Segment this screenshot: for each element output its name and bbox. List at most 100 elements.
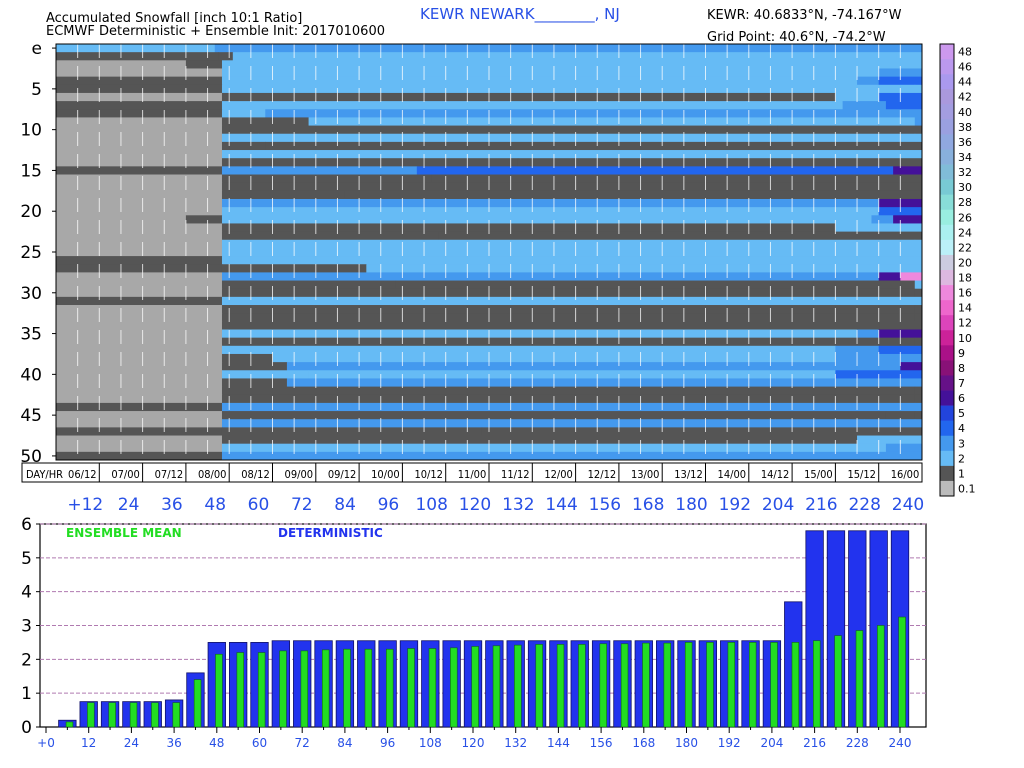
station-coordinates: KEWR: 40.6833°N, -74.167°W [707, 8, 902, 23]
heatmap-cell [813, 223, 836, 233]
heatmap-cell [835, 182, 894, 192]
heatmap-x-day-label: 07/12 [155, 468, 184, 481]
ensemble-mean-bar [535, 644, 543, 728]
heatmap-cell [56, 264, 223, 273]
legend-level-label: 26 [958, 211, 972, 224]
ensemble-mean-bar [770, 642, 778, 728]
legend-swatch [940, 209, 954, 226]
heatmap-cell [56, 92, 223, 102]
heatmap-cell [221, 288, 815, 298]
legend-swatch [940, 179, 954, 195]
ensemble-mean-bar [193, 679, 202, 728]
heatmap-cell [221, 141, 266, 151]
heatmap-y-label: 25 [20, 243, 42, 263]
heatmap-cell [893, 174, 923, 184]
heatmap-cell [221, 370, 309, 379]
heatmap-y-label: 20 [20, 202, 42, 222]
ensemble-mean-bar [129, 702, 138, 728]
bar-x-label: 168 [632, 736, 655, 750]
legend-swatch [940, 119, 954, 135]
ensemble-mean-bar [663, 642, 671, 728]
legend-level-label: 18 [958, 272, 972, 285]
heatmap-cell [56, 117, 223, 126]
heatmap-cell [914, 264, 923, 273]
bar-x-label: 216 [803, 736, 826, 750]
heatmap-cell [56, 362, 223, 371]
heatmap-cell [878, 272, 901, 281]
heatmap-cell [221, 419, 865, 428]
heatmap-cell [56, 305, 223, 314]
heatmap-cell [221, 68, 880, 78]
ensemble-mean-bar [727, 642, 736, 728]
heatmap-cell [885, 411, 916, 420]
heatmap-cell [221, 239, 793, 249]
legend-swatch [940, 89, 954, 105]
heatmap-cell [56, 239, 223, 249]
bar-x-label: 228 [846, 736, 869, 750]
ensemble-mean-bar [279, 650, 287, 728]
heatmap-cell [56, 345, 223, 355]
heatmap-cell [221, 411, 887, 420]
ensemble-mean-bar [300, 650, 309, 728]
heatmap-cell [286, 321, 836, 330]
ensemble-mean-bar [877, 625, 885, 728]
heatmap-x-day-label: 10/12 [414, 468, 443, 481]
heatmap-cell [221, 272, 880, 281]
heatmap-cell [56, 419, 223, 428]
heatmap-x-day-label: 06/12 [68, 468, 97, 481]
heatmap-x-day-label: 07/00 [111, 468, 140, 481]
bar-x-label: 60 [252, 736, 267, 750]
ensemble-mean-bar [364, 648, 373, 728]
heatmap-y-label: 50 [20, 447, 42, 467]
legend-level-label: 5 [958, 407, 965, 420]
heatmap-x-hour-label: 168 [632, 495, 664, 515]
heatmap-x-hour-label: 228 [848, 495, 880, 515]
legend-level-label: 14 [958, 302, 972, 315]
legend-swatch [940, 134, 954, 150]
heatmap-cell [221, 427, 483, 436]
heatmap-x-day-label: 13/00 [631, 468, 660, 481]
ensemble-mean-bar [450, 647, 458, 728]
heatmap-cell [885, 101, 923, 110]
ensemble-mean-bar [855, 630, 864, 728]
legend-level-label: 20 [958, 256, 972, 269]
heatmap-cell [56, 109, 223, 118]
heatmap-cell [857, 329, 880, 339]
ensemble-mean-bar [236, 652, 244, 728]
heatmap-cell [56, 402, 223, 412]
legend-swatch [940, 405, 954, 421]
heatmap-cell [56, 101, 187, 110]
heatmap-y-label: 5 [31, 80, 42, 100]
heatmap-cell [893, 182, 923, 192]
heatmap-cell [308, 370, 836, 379]
heatmap-cell [835, 231, 923, 241]
heatmap-cell [842, 101, 887, 110]
heatmap-cell [221, 223, 815, 233]
heatmap-cell [878, 76, 923, 86]
legend-level-label: 16 [958, 287, 972, 300]
legend-level-label: 24 [958, 226, 972, 239]
heatmap-cell [813, 288, 916, 298]
heatmap-cell [221, 182, 836, 192]
bar-x-label: 24 [124, 736, 139, 750]
heatmap-cell [221, 133, 259, 143]
ensemble-mean-bar [599, 643, 607, 728]
heatmap-x-hour-label: 36 [161, 495, 183, 515]
heatmap-cell [265, 109, 923, 118]
heatmap-cell [221, 256, 425, 265]
heatmap-cell [914, 52, 923, 61]
bar-x-label: 96 [380, 736, 395, 750]
heatmap-cell [56, 133, 223, 143]
bar-x-label: +0 [37, 736, 55, 750]
heatmap-x-hour-label: 108 [415, 495, 447, 515]
heatmap-x-hour-label: 216 [805, 495, 837, 515]
heatmap-x-day-label: 14/12 [761, 468, 790, 481]
heatmap-cell [914, 239, 923, 249]
heatmap-cell [56, 84, 223, 94]
heatmap-x-hour-label: 72 [291, 495, 313, 515]
legend-swatch [940, 465, 954, 482]
heatmap-cell [185, 101, 223, 110]
